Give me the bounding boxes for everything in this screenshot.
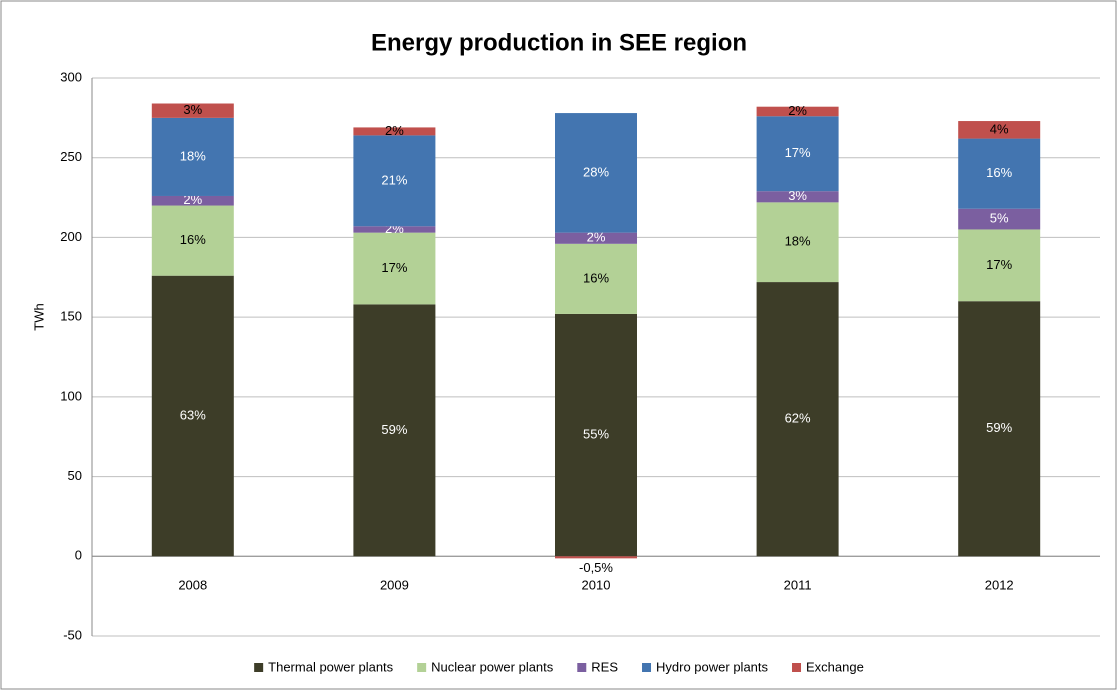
legend-label: Thermal power plants — [268, 659, 393, 674]
data-label: 62% — [785, 411, 811, 426]
data-label: 2% — [385, 123, 404, 138]
bar-segment — [555, 313, 637, 557]
legend-label: Hydro power plants — [656, 659, 768, 674]
data-label: 16% — [986, 165, 1012, 180]
bar-segment — [151, 117, 234, 196]
data-label: 28% — [583, 164, 609, 179]
data-label: 17% — [381, 260, 407, 275]
bar-segment — [555, 243, 637, 314]
y-tick-label: 200 — [60, 229, 82, 244]
bar-segment — [353, 304, 436, 557]
data-label: 16% — [180, 232, 206, 247]
y-axis-label: TWh — [31, 303, 46, 330]
data-label: 2% — [788, 103, 807, 118]
bar-segment — [958, 138, 1041, 209]
y-tick-label: 50 — [68, 468, 82, 483]
bar-segment — [958, 121, 1041, 139]
bar-segment — [353, 232, 436, 305]
bar-segment — [958, 301, 1041, 557]
bar-segment — [353, 226, 436, 233]
x-tick-label: 2009 — [380, 578, 409, 593]
y-tick-label: 150 — [60, 309, 82, 324]
legend-label: Nuclear power plants — [431, 659, 554, 674]
x-tick-label: 2010 — [582, 578, 611, 593]
legend-swatch — [642, 663, 652, 672]
data-label: 4% — [990, 121, 1009, 136]
bar-segment — [756, 202, 839, 283]
legend-label: RES — [591, 659, 618, 674]
y-tick-label: 0 — [75, 548, 82, 563]
bar-segment — [756, 116, 839, 192]
y-tick-label: 100 — [60, 388, 82, 403]
data-label: 55% — [583, 427, 609, 442]
x-tick-label: 2008 — [178, 578, 207, 593]
legend-swatch — [417, 663, 427, 672]
data-label: 18% — [785, 234, 811, 249]
data-label: 3% — [788, 188, 807, 203]
data-label: 3% — [183, 102, 202, 117]
bar-segment — [151, 195, 234, 206]
x-tick-label: 2012 — [985, 578, 1014, 593]
bar-segment — [555, 113, 637, 233]
data-label: 59% — [381, 422, 407, 437]
bar-segment — [958, 208, 1041, 230]
bar-segment — [555, 556, 637, 559]
chart-title: Energy production in SEE region — [371, 29, 747, 56]
bar-segment — [756, 282, 839, 557]
bar-segment — [756, 106, 839, 117]
bar-segment — [353, 127, 436, 136]
data-label: 21% — [381, 172, 407, 187]
data-label: 17% — [986, 257, 1012, 272]
bar-segment — [555, 232, 637, 244]
legend-label: Exchange — [806, 659, 864, 674]
bar-segment — [151, 275, 234, 557]
data-label: 17% — [785, 145, 811, 160]
bar-segment — [151, 103, 234, 118]
bar-segment — [151, 205, 234, 276]
data-label: 63% — [180, 407, 206, 422]
y-tick-label: 250 — [60, 149, 82, 164]
data-label: -0,5% — [579, 560, 613, 575]
data-label: 2% — [587, 230, 606, 245]
data-label: 59% — [986, 420, 1012, 435]
legend-swatch — [792, 663, 802, 672]
y-tick-label: 300 — [60, 69, 82, 84]
bar-segment — [958, 229, 1041, 302]
x-tick-label: 2011 — [784, 578, 812, 593]
bar-segment — [353, 135, 436, 227]
bar-segment — [756, 191, 839, 203]
legend-swatch — [254, 663, 264, 672]
data-label: 16% — [583, 270, 609, 285]
legend-swatch — [577, 663, 587, 672]
y-tick-label: -50 — [63, 627, 82, 642]
data-label: 18% — [180, 148, 206, 163]
data-label: 5% — [990, 211, 1009, 226]
